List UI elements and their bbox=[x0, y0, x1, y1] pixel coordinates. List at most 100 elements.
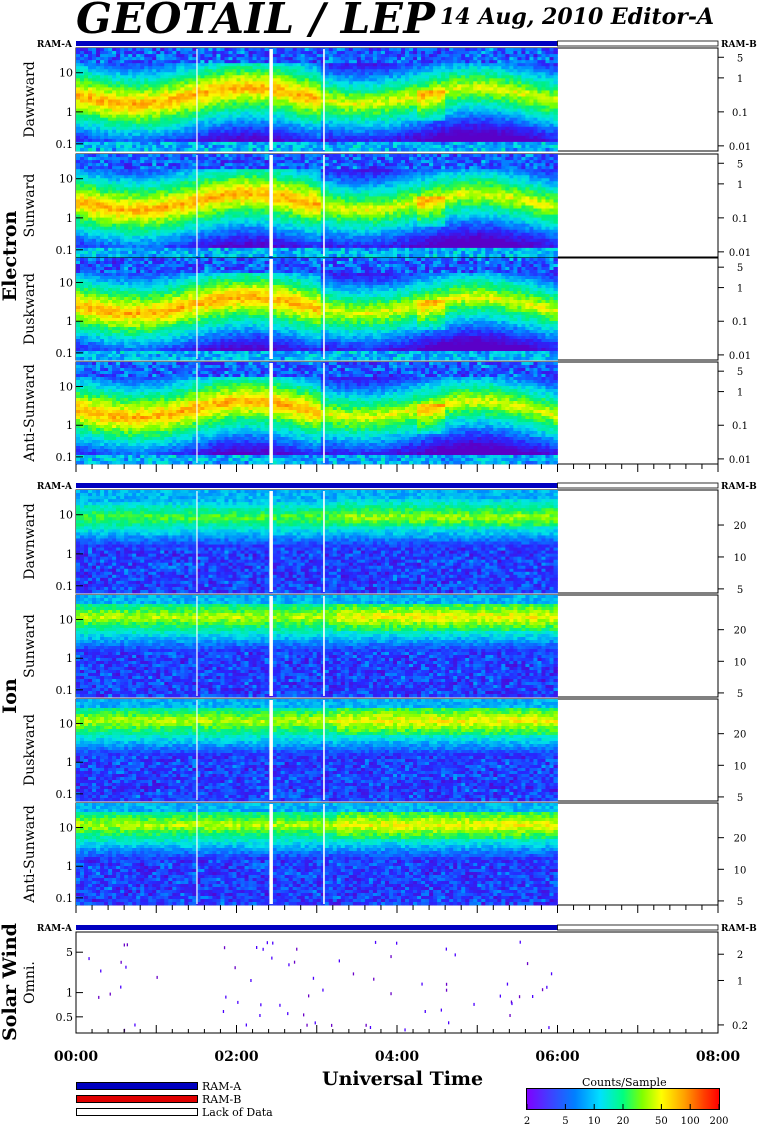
heatmap-cell bbox=[529, 54, 534, 58]
heatmap-cell bbox=[392, 90, 398, 94]
heatmap-cell bbox=[168, 160, 173, 164]
heatmap-cell bbox=[128, 117, 133, 122]
heatmap-cell bbox=[256, 123, 261, 128]
heatmap-cell bbox=[88, 60, 93, 64]
heatmap-cell bbox=[453, 108, 458, 113]
heatmap-cell bbox=[148, 99, 153, 103]
heatmap-cell bbox=[244, 63, 249, 67]
heatmap-cell bbox=[409, 51, 414, 55]
heatmap-cell bbox=[413, 72, 418, 76]
heatmap-cell bbox=[489, 129, 494, 134]
heatmap-cell bbox=[224, 69, 229, 73]
heatmap-cell bbox=[128, 135, 133, 140]
heatmap-cell bbox=[136, 96, 141, 100]
heatmap-cell bbox=[88, 57, 93, 61]
heatmap-cell bbox=[204, 102, 209, 106]
heatmap-cell bbox=[433, 99, 438, 103]
heatmap-cell bbox=[348, 99, 354, 103]
heatmap-cell bbox=[533, 75, 538, 79]
heatmap-cell bbox=[104, 102, 109, 106]
heatmap-cell bbox=[192, 126, 197, 131]
heatmap-cell bbox=[272, 48, 278, 52]
heatmap-cell bbox=[421, 99, 426, 103]
heatmap-cell bbox=[384, 105, 390, 109]
heatmap-cell bbox=[192, 117, 197, 122]
heatmap-cell bbox=[252, 120, 257, 125]
heatmap-cell bbox=[344, 84, 350, 88]
heatmap-cell bbox=[96, 208, 101, 212]
heatmap-cell bbox=[445, 66, 450, 70]
heatmap-cell bbox=[168, 220, 173, 225]
heatmap-cell bbox=[441, 120, 446, 125]
heatmap-cell bbox=[256, 84, 261, 88]
heatmap-cell bbox=[465, 90, 470, 94]
heatmap-cell bbox=[505, 54, 510, 58]
heatmap-cell bbox=[489, 141, 494, 146]
heatmap-cell bbox=[144, 117, 149, 122]
heatmap-cell bbox=[348, 72, 354, 76]
heatmap-cell bbox=[188, 78, 193, 82]
heatmap-cell bbox=[76, 253, 81, 258]
heatmap-cell bbox=[248, 111, 253, 116]
heatmap-cell bbox=[208, 84, 213, 88]
heatmap-cell bbox=[288, 69, 294, 73]
heatmap-cell bbox=[477, 93, 482, 97]
heatmap-cell bbox=[160, 217, 165, 222]
heatmap-cell bbox=[152, 147, 157, 152]
heatmap-cell bbox=[401, 54, 406, 58]
heatmap-cell bbox=[541, 120, 546, 125]
heatmap-cell bbox=[160, 87, 165, 91]
heatmap-cell bbox=[208, 120, 213, 125]
heatmap-cell bbox=[192, 93, 197, 97]
heatmap-cell bbox=[132, 214, 137, 219]
heatmap-cell bbox=[160, 60, 165, 64]
heatmap-cell bbox=[553, 102, 558, 106]
heatmap-cell bbox=[308, 81, 314, 85]
heatmap-cell bbox=[292, 147, 298, 152]
heatmap-cell bbox=[509, 135, 514, 140]
heatmap-cell bbox=[132, 69, 137, 73]
heatmap-cell bbox=[405, 63, 410, 67]
heatmap-cell bbox=[180, 132, 185, 137]
heatmap-cell bbox=[437, 114, 442, 119]
heatmap-cell bbox=[340, 87, 346, 91]
heatmap-cell bbox=[344, 81, 350, 85]
heatmap-cell bbox=[124, 144, 129, 149]
heatmap-cell bbox=[272, 108, 278, 113]
heatmap-cell bbox=[553, 135, 558, 140]
heatmap-cell bbox=[288, 81, 294, 85]
heatmap-cell bbox=[497, 63, 502, 67]
heatmap-cell bbox=[192, 129, 197, 134]
heatmap-cell bbox=[477, 144, 482, 149]
heatmap-cell bbox=[465, 54, 470, 58]
heatmap-cell bbox=[116, 120, 121, 125]
heatmap-cell bbox=[537, 51, 542, 55]
heatmap-cell bbox=[364, 111, 370, 116]
heatmap-cell bbox=[240, 117, 245, 122]
heatmap-cell bbox=[132, 241, 137, 246]
heatmap-cell bbox=[148, 172, 153, 176]
heatmap-cell bbox=[304, 66, 310, 70]
heatmap-cell bbox=[212, 135, 217, 140]
heatmap-cell bbox=[388, 102, 394, 106]
heatmap-cell bbox=[240, 66, 245, 70]
heatmap-cell bbox=[152, 123, 157, 128]
heatmap-cell bbox=[100, 214, 105, 219]
heatmap-cell bbox=[505, 72, 510, 76]
heatmap-cell bbox=[473, 69, 478, 73]
heatmap-cell bbox=[388, 66, 394, 70]
heatmap-cell bbox=[196, 135, 201, 140]
heatmap-cell bbox=[304, 123, 310, 128]
heatmap-cell bbox=[537, 69, 542, 73]
heatmap-cell bbox=[112, 160, 117, 164]
heatmap-cell bbox=[120, 202, 125, 206]
heatmap-cell bbox=[148, 250, 153, 255]
heatmap-cell bbox=[332, 141, 338, 146]
heatmap-cell bbox=[497, 48, 502, 52]
heatmap-cell bbox=[525, 78, 530, 82]
heatmap-cell bbox=[429, 141, 434, 146]
heatmap-cell bbox=[236, 144, 241, 149]
heatmap-cell bbox=[541, 141, 546, 146]
heatmap-cell bbox=[324, 117, 330, 122]
heatmap-cell bbox=[280, 126, 286, 131]
